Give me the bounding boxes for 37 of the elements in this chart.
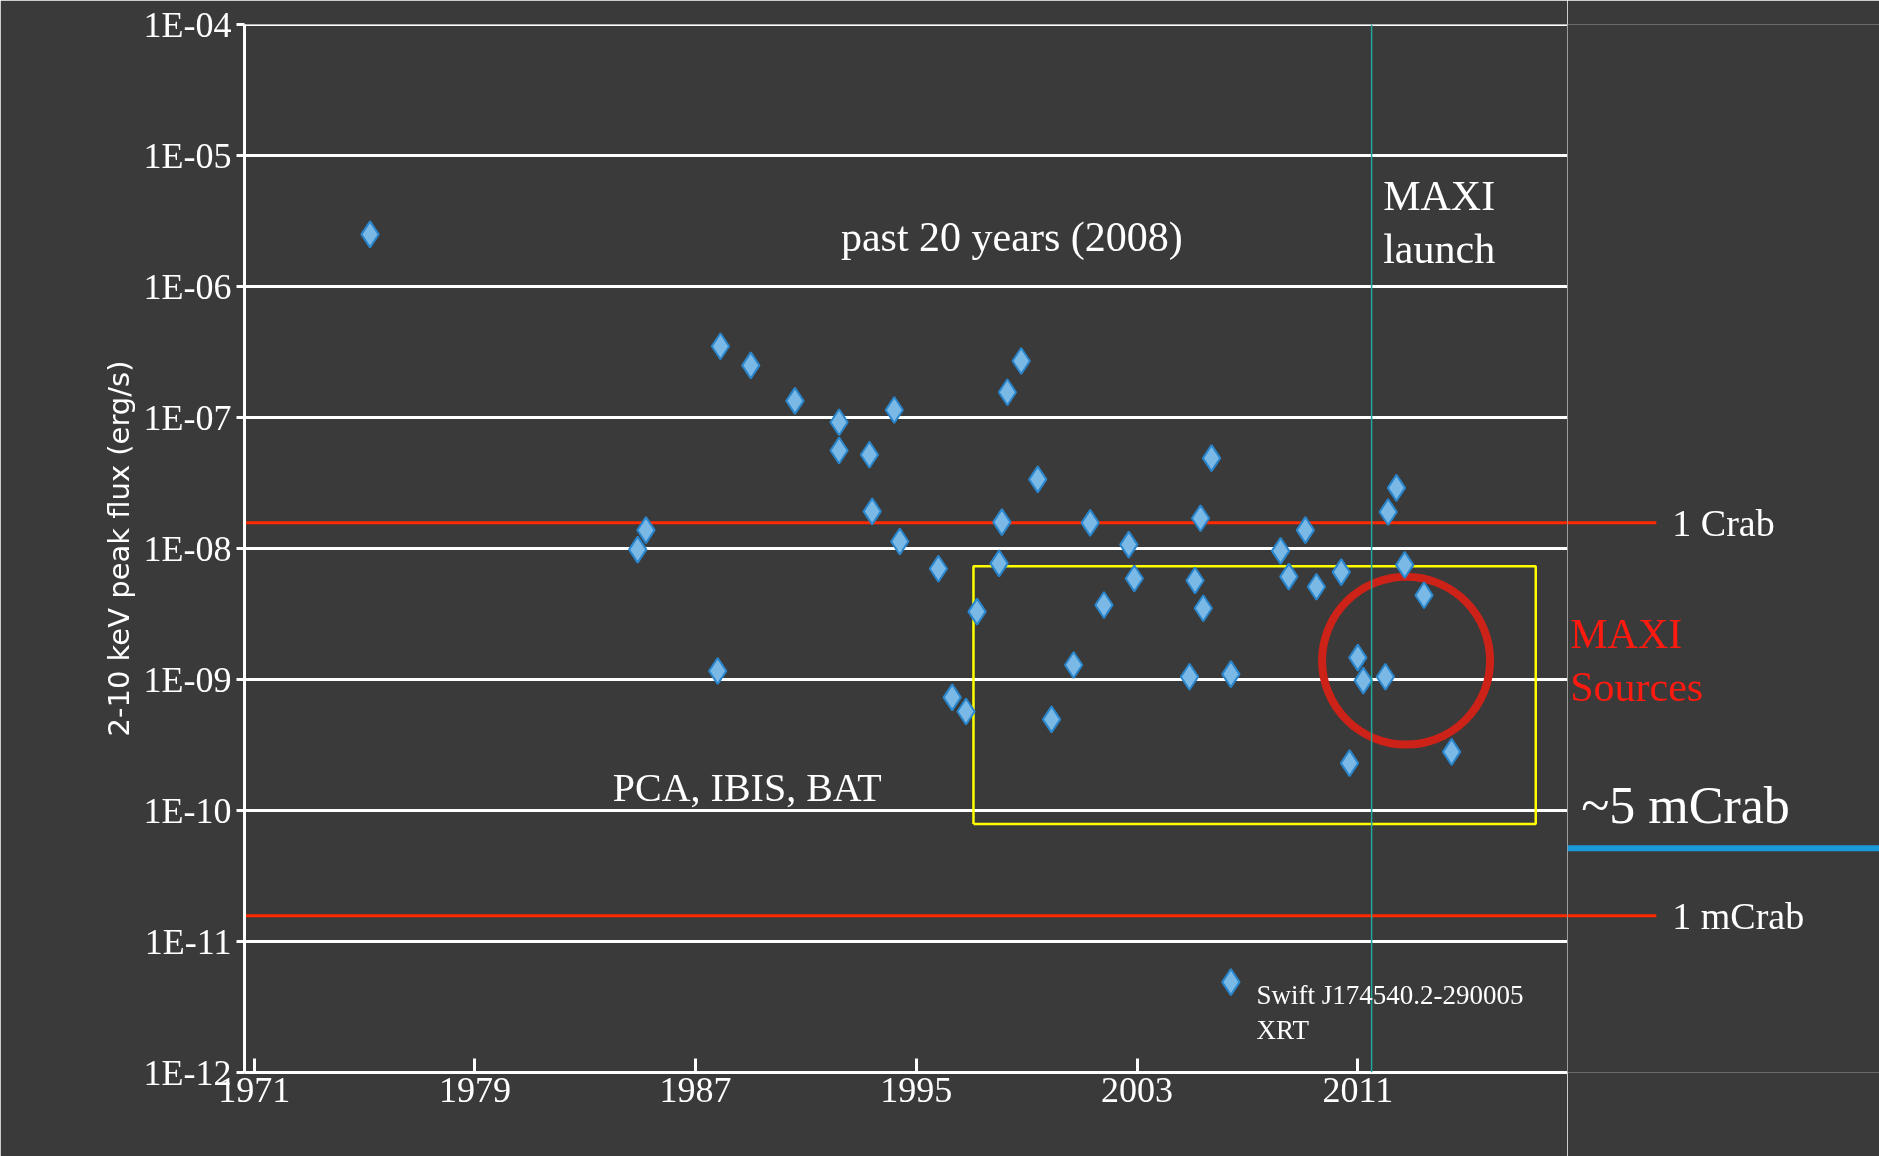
point xyxy=(1441,737,1462,766)
point xyxy=(997,378,1018,407)
y-tick-label: 1E-10 xyxy=(143,790,232,831)
text: ~5 mCrab xyxy=(1581,776,1790,834)
y-tick-label: 1E-09 xyxy=(143,659,232,700)
annotation: past 20 years (2008) xyxy=(840,214,1183,262)
point xyxy=(1063,651,1084,680)
y-tick-label: 1E-11 xyxy=(144,921,232,962)
x-tick-label: 1979 xyxy=(438,1069,511,1110)
point xyxy=(1306,572,1327,601)
point xyxy=(1041,705,1062,734)
x-tick-label: 1995 xyxy=(880,1069,953,1110)
x-tick-label: 1987 xyxy=(659,1069,732,1110)
y-axis-title: 2-10 keV peak flux (erg/s) xyxy=(101,360,136,737)
text: MAXI Sources xyxy=(1570,611,1704,711)
ref-line-label: 1 Crab xyxy=(1672,501,1775,544)
ref-line-label: 1 mCrab xyxy=(1672,894,1805,937)
point xyxy=(1295,516,1316,545)
point xyxy=(1386,473,1407,502)
x-tick-label: 2003 xyxy=(1101,1069,1174,1110)
point xyxy=(1201,444,1222,473)
y-tick-label: 1E-07 xyxy=(143,397,232,438)
point xyxy=(1190,504,1211,533)
y-tick-label: 1E-06 xyxy=(143,266,232,307)
point xyxy=(928,554,949,583)
annotation: PCA, IBIS, BAT xyxy=(612,764,882,810)
y-tick-label: 1E-08 xyxy=(143,528,232,569)
point xyxy=(710,332,731,361)
point xyxy=(1270,536,1291,565)
point xyxy=(1339,749,1360,778)
point xyxy=(1375,662,1396,691)
point xyxy=(859,440,880,469)
y-tick-label: 1E-04 xyxy=(143,4,232,45)
point xyxy=(1179,662,1200,691)
x-tick-label: 2011 xyxy=(1322,1069,1394,1110)
y-tick-label: 1E-05 xyxy=(143,135,232,176)
annotation: MAXI launch xyxy=(1383,173,1496,273)
